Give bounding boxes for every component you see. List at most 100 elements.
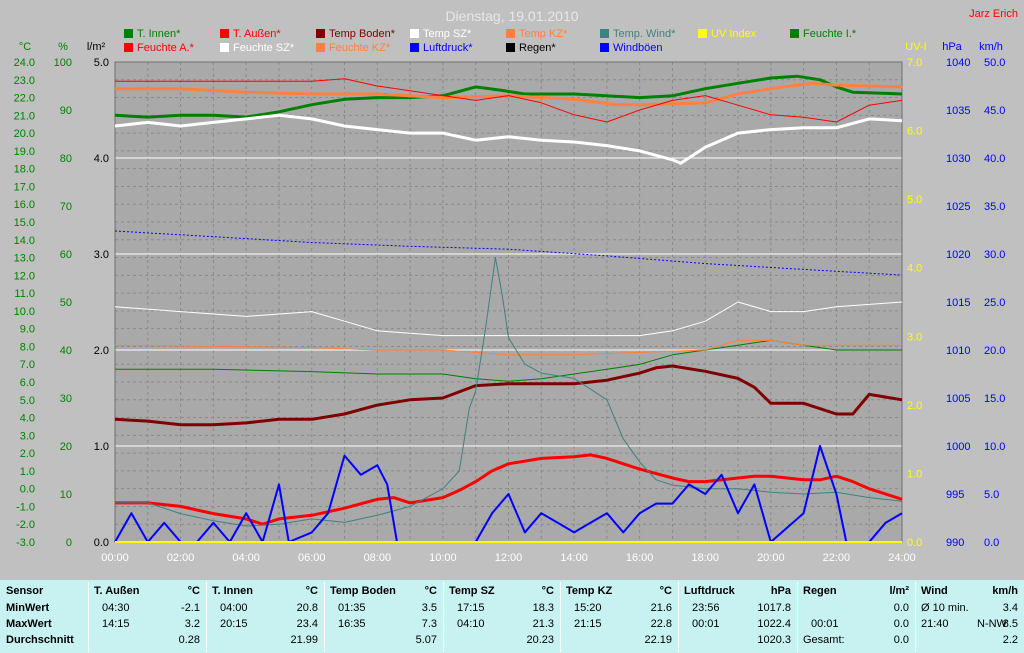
x-tick: 22:00 — [823, 552, 851, 564]
average-value: 1020.3 — [757, 634, 791, 646]
temp-axis-tick: 20.0 — [14, 128, 35, 140]
max-value: 21.3 — [532, 618, 554, 630]
column-name: Regen — [803, 585, 837, 597]
pressure-axis-tick: 990 — [946, 537, 964, 549]
wind-axis-tick: 15.0 — [984, 393, 1005, 405]
series-line — [114, 301, 903, 337]
column-separator — [88, 582, 89, 652]
wind-axis-tick: 35.0 — [984, 201, 1005, 213]
x-tick: 24:00 — [888, 552, 916, 564]
x-tick: 00:00 — [101, 552, 129, 564]
min-time: 23:56 — [692, 602, 720, 614]
column-unit: l/m² — [889, 585, 909, 597]
column-unit: °C — [305, 585, 318, 597]
column-unit: °C — [541, 585, 554, 597]
pressure-axis-tick: 1015 — [946, 297, 970, 309]
x-tick: 06:00 — [298, 552, 326, 564]
total-value: 0.0 — [893, 634, 909, 646]
temp-axis-tick: 14.0 — [14, 235, 35, 247]
statistics-panel: Sensor MinWert MaxWert Durchschnitt T. Außen… — [0, 580, 1024, 653]
humidity-axis-tick: 90 — [60, 105, 72, 117]
series-line — [114, 113, 903, 165]
max-time: 20:15 — [220, 618, 248, 630]
series-line — [114, 445, 903, 543]
stats-row: Temp Boden °C — [324, 583, 443, 599]
column-name: Temp KZ — [566, 585, 613, 597]
stats-row: 21:15 22.8 — [560, 616, 678, 632]
sensor-row-label: Durchschnitt — [6, 634, 74, 646]
stats-row: 21.99 — [206, 632, 324, 648]
legend-label: Feuchte KZ* — [329, 42, 391, 54]
stats-column: Temp Boden °C 01:35 3.5 16:35 7.3 5.07 — [324, 580, 443, 653]
stats-row: Wind km/h — [915, 583, 1024, 599]
stats-row: Regen l/m² — [797, 583, 915, 599]
temp-unit-label: °C — [19, 41, 31, 53]
stats-column: T. Innen °C 04:00 20.8 20:15 23.4 21.99 — [206, 580, 324, 653]
column-separator — [678, 582, 679, 652]
max-value: 7.3 — [421, 618, 437, 630]
temp-axis-tick: 21.0 — [14, 110, 35, 122]
legend-swatch — [220, 43, 229, 52]
max-time: 21:40 — [921, 618, 949, 630]
stats-column: Wind km/h Ø 10 min. 3.4 21:40 N-NW 8.5 2.2 — [915, 580, 1024, 653]
stats-row: 04:00 20.8 — [206, 600, 324, 616]
x-tick: 02:00 — [167, 552, 195, 564]
temp-axis-tick: 6.0 — [20, 377, 35, 389]
average-value: 5.07 — [415, 634, 437, 646]
stats-row: Durchschnitt — [0, 632, 88, 648]
stats-row: MinWert — [0, 600, 88, 616]
stats-row: MaxWert — [0, 616, 88, 632]
axis-labels: -3.0 -2.0 -1.0 0.0 1.0 2.0 3.0 4.0 5.0 6.0 7.0 8.0 9… — [14, 41, 1006, 564]
min-value: 3.4 — [1002, 602, 1018, 614]
legend-swatch — [506, 29, 515, 38]
average-value: 2.2 — [1002, 634, 1018, 646]
legend-label: Temp. Wind* — [613, 28, 676, 40]
max-value: 1022.4 — [757, 618, 791, 630]
x-tick: 04:00 — [232, 552, 260, 564]
wind-axis-tick: 25.0 — [984, 297, 1005, 309]
column-name: Luftdruck — [684, 585, 735, 597]
column-unit: °C — [424, 585, 437, 597]
stats-row: 17:15 18.3 — [443, 600, 560, 616]
max-value: 8.5 — [1002, 618, 1018, 630]
sensor-row-label: MaxWert — [6, 618, 52, 630]
legend-label: Temp KZ* — [519, 28, 568, 40]
temp-axis-tick: 15.0 — [14, 217, 35, 229]
temp-axis-tick: 2.0 — [20, 448, 35, 460]
x-tick: 12:00 — [495, 552, 523, 564]
uv-axis-tick: 1.0 — [907, 468, 922, 480]
rain-axis-tick: 4.0 — [94, 153, 109, 165]
temp-axis-tick: 17.0 — [14, 181, 35, 193]
column-separator — [324, 582, 325, 652]
temp-axis-tick: 3.0 — [20, 430, 35, 442]
min-value: 3.5 — [421, 602, 437, 614]
stats-row: Sensor — [0, 583, 88, 599]
temp-axis-tick: 13.0 — [14, 253, 35, 265]
max-value: 22.8 — [650, 618, 672, 630]
author-label: Jarz Erich — [969, 8, 1018, 20]
legend-label: Windböen — [613, 42, 663, 54]
temp-axis-tick: 9.0 — [20, 324, 35, 336]
chart-title: Dienstag, 19.01.2010 — [445, 8, 578, 24]
legend-swatch — [316, 29, 325, 38]
legend-swatch — [600, 29, 609, 38]
column-separator — [206, 582, 207, 652]
max-time: 04:10 — [457, 618, 485, 630]
temp-axis-tick: 23.0 — [14, 75, 35, 87]
pressure-unit-label: hPa — [942, 41, 962, 53]
legend-label: Feuchte A.* — [137, 42, 195, 54]
legend-label: Temp SZ* — [423, 28, 472, 40]
uv-axis-tick: 2.0 — [907, 400, 922, 412]
max-direction: N-NW — [977, 618, 1007, 630]
x-tick: 08:00 — [364, 552, 392, 564]
wind-axis-tick: 30.0 — [984, 249, 1005, 261]
uv-unit-label: UV-I — [905, 41, 926, 53]
temp-axis-tick: 11.0 — [14, 288, 35, 300]
humidity-axis-tick: 100 — [54, 57, 72, 69]
humidity-axis-tick: 10 — [60, 489, 72, 501]
x-tick: 20:00 — [757, 552, 785, 564]
wind-axis-tick: 40.0 — [984, 153, 1005, 165]
min-value: 18.3 — [532, 602, 554, 614]
uv-axis-tick: 0.0 — [907, 537, 922, 549]
temp-axis-tick: 0.0 — [20, 484, 35, 496]
